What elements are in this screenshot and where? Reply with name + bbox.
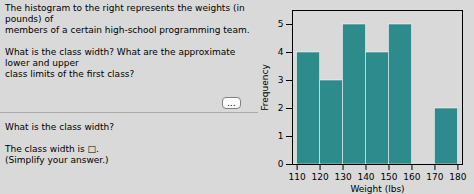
html-text:What is the class width? The c: What is the class width? The class width… bbox=[5, 122, 114, 165]
svg-text:Frequency: Frequency bbox=[260, 64, 270, 111]
svg-text:2: 2 bbox=[278, 103, 284, 113]
svg-text:140: 140 bbox=[357, 172, 374, 182]
svg-text:120: 120 bbox=[311, 172, 328, 182]
html-text:The histogram to the right rep: The histogram to the right represents th… bbox=[5, 3, 250, 79]
svg-text:160: 160 bbox=[403, 172, 420, 182]
svg-text:0: 0 bbox=[278, 159, 284, 169]
svg-text:130: 130 bbox=[334, 172, 351, 182]
svg-text:3: 3 bbox=[278, 75, 284, 85]
svg-text:150: 150 bbox=[380, 172, 397, 182]
svg-text:170: 170 bbox=[426, 172, 443, 182]
svg-text:5: 5 bbox=[278, 19, 284, 29]
svg-text:180: 180 bbox=[449, 172, 466, 182]
svg-text:1: 1 bbox=[278, 131, 284, 141]
svg-text:Weight (lbs): Weight (lbs) bbox=[350, 184, 404, 194]
svg-text:110: 110 bbox=[289, 172, 306, 182]
svg-text:4: 4 bbox=[278, 47, 284, 57]
